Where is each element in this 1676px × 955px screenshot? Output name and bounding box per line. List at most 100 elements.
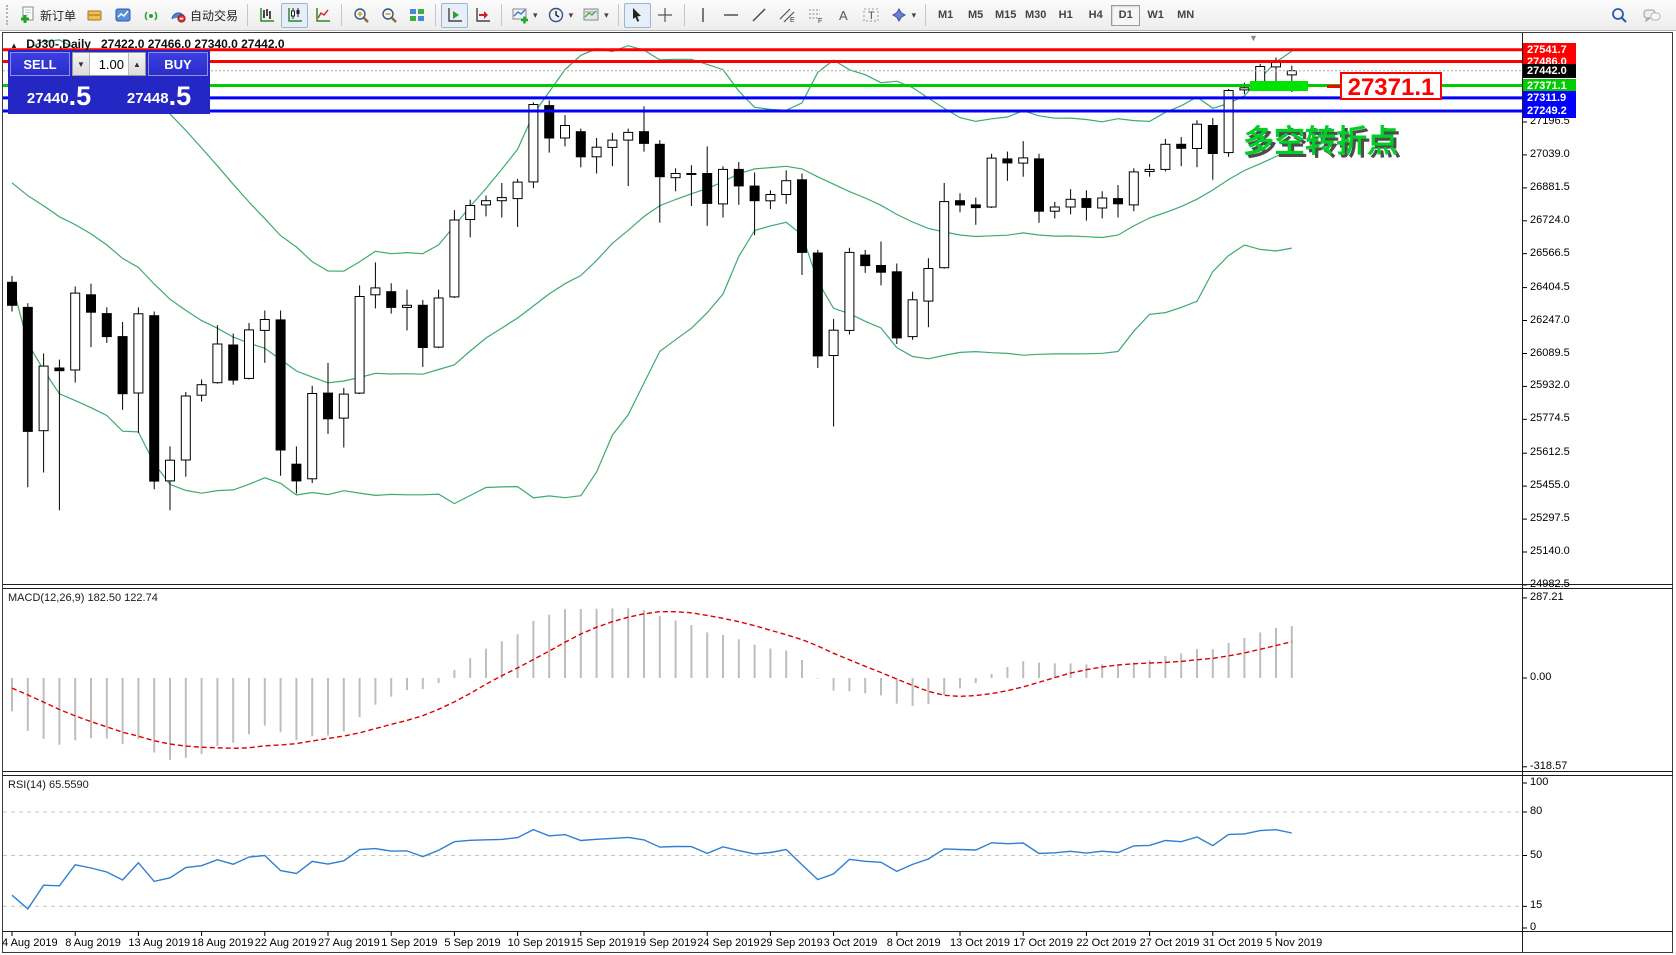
timeframe-button-M5[interactable]: M5 (961, 5, 990, 26)
candle-body (797, 179, 807, 253)
charts-profile-button[interactable] (81, 3, 108, 28)
main-price-panel[interactable] (3, 39, 1522, 511)
timeframe-button-M15[interactable]: M15 (991, 5, 1020, 26)
timeframe-button-W1[interactable]: W1 (1141, 5, 1170, 26)
buy-button[interactable]: BUY (148, 52, 208, 76)
time-axis-label: 8 Aug 2019 (65, 937, 121, 949)
panel-separator[interactable] (3, 588, 1673, 589)
time-axis-label: 15 Sep 2019 (570, 937, 634, 949)
signals-button[interactable] (137, 3, 164, 28)
crosshair-button[interactable] (652, 3, 679, 28)
search-button[interactable] (1605, 3, 1632, 28)
candle-body (259, 319, 270, 331)
rsi-axis-tick-label: 15 (1530, 899, 1543, 912)
candle-body (686, 173, 697, 175)
indicators-button[interactable]: ▾ (507, 3, 542, 28)
clock-icon (548, 7, 563, 23)
candle-body (986, 157, 997, 208)
macd-panel[interactable] (11, 608, 1293, 760)
candle-body (165, 459, 175, 482)
zoom-out-button[interactable] (375, 3, 402, 28)
indicators-icon (512, 8, 529, 24)
candlestick-chart-icon (287, 8, 302, 22)
price-callout-box[interactable]: 27371.1 (1340, 72, 1442, 101)
bollinger-band (11, 221, 1292, 505)
panel-separator[interactable] (3, 584, 1673, 585)
volume-input[interactable] (90, 53, 128, 75)
time-axis-label: 13 Aug 2019 (128, 937, 191, 949)
timeframe-button-H1[interactable]: H1 (1051, 5, 1080, 26)
sell-price-display[interactable]: 27440.5 (10, 78, 108, 112)
collapse-icon[interactable]: ▲ (10, 41, 18, 50)
candle-body (907, 299, 918, 338)
tile-windows-button[interactable] (403, 3, 430, 28)
rsi-panel[interactable] (3, 811, 1522, 910)
rsi-label: RSI(14) 65.5590 (8, 779, 89, 791)
candle-body (718, 168, 728, 205)
text-label-button[interactable]: T (858, 3, 885, 28)
candle-body (291, 463, 302, 482)
sell-price-pips: .5 (68, 81, 92, 111)
volume-increase-button[interactable]: ▲ (128, 53, 145, 75)
timeframe-button-D1[interactable]: D1 (1111, 4, 1141, 26)
candle-body (7, 281, 17, 306)
timeframe-button-M1[interactable]: M1 (931, 5, 960, 26)
new-order-button[interactable]: 新订单 (15, 3, 80, 28)
templates-button[interactable]: ▾ (578, 3, 613, 28)
trendline-button[interactable] (746, 3, 773, 28)
market-watch-button[interactable] (109, 3, 136, 28)
timeframe-button-H4[interactable]: H4 (1081, 5, 1110, 26)
candle-body (891, 271, 902, 339)
line-chart-button[interactable] (309, 3, 336, 28)
svg-text:E: E (790, 17, 795, 24)
scroll-to-end-icon (447, 8, 462, 22)
candle-body (228, 344, 239, 381)
scroll-to-end-button[interactable] (441, 2, 469, 28)
annotation-note[interactable]: 多空转折点 (1243, 124, 1398, 159)
vertical-line-button[interactable] (690, 3, 717, 28)
candle-body (1239, 87, 1250, 91)
one-click-trading-panel: SELL ▼ ▲ BUY 27440.5 27448.5 (8, 50, 210, 114)
panel-separator[interactable] (3, 771, 1673, 772)
timeframe-button-M30[interactable]: M30 (1021, 5, 1050, 26)
candle-body (449, 219, 460, 298)
chart-auto-scroll-button[interactable] (469, 3, 496, 28)
zoom-in-button[interactable] (347, 3, 374, 28)
rsi-axis-tick-label: 0 (1530, 921, 1537, 933)
sell-button[interactable]: SELL (10, 52, 70, 76)
horizontal-line-button[interactable] (718, 3, 745, 28)
fibonacci-button[interactable]: F (802, 3, 829, 28)
toolbar-separator (501, 4, 503, 26)
time-axis-label: 22 Aug 2019 (254, 937, 317, 949)
bar-chart-button[interactable] (253, 3, 280, 28)
autotrading-button[interactable]: 自动交易 (165, 3, 242, 28)
line-chart-icon (315, 8, 330, 22)
text-button[interactable]: A (830, 3, 857, 28)
template-icon (583, 8, 599, 21)
cursor-button[interactable] (623, 2, 651, 28)
periods-button[interactable]: ▾ (543, 3, 578, 28)
candle-body (70, 292, 81, 371)
candle-body (876, 265, 886, 273)
equidistant-channel-button[interactable]: E (774, 3, 801, 28)
highlight-segment[interactable] (1250, 81, 1308, 91)
volume-decrease-button[interactable]: ▼ (73, 53, 90, 75)
toolbar-separator (341, 4, 343, 26)
candle-body (607, 139, 618, 148)
time-axis-label: 29 Sep 2019 (760, 937, 823, 949)
toolbar-grip (6, 5, 12, 25)
chat-button[interactable] (1638, 3, 1666, 28)
panel-separator[interactable] (3, 775, 1673, 776)
price-axis-tick-label: 24982.5 (1530, 577, 1570, 590)
buy-price-display[interactable]: 27448.5 (110, 78, 208, 112)
timeframe-button-MN[interactable]: MN (1171, 5, 1200, 26)
dropdown-arrow-icon: ▾ (604, 9, 609, 20)
price-axis-tick-label: 25932.0 (1530, 379, 1570, 392)
candle-body (844, 251, 855, 331)
candlestick-chart-button[interactable] (281, 2, 309, 28)
chart-shift-marker[interactable]: ▼ (1249, 33, 1258, 43)
bollinger-band (11, 39, 1293, 272)
arrows-button[interactable]: ▾ (886, 3, 921, 28)
level-price-badge: 27371.1 (1523, 78, 1576, 93)
